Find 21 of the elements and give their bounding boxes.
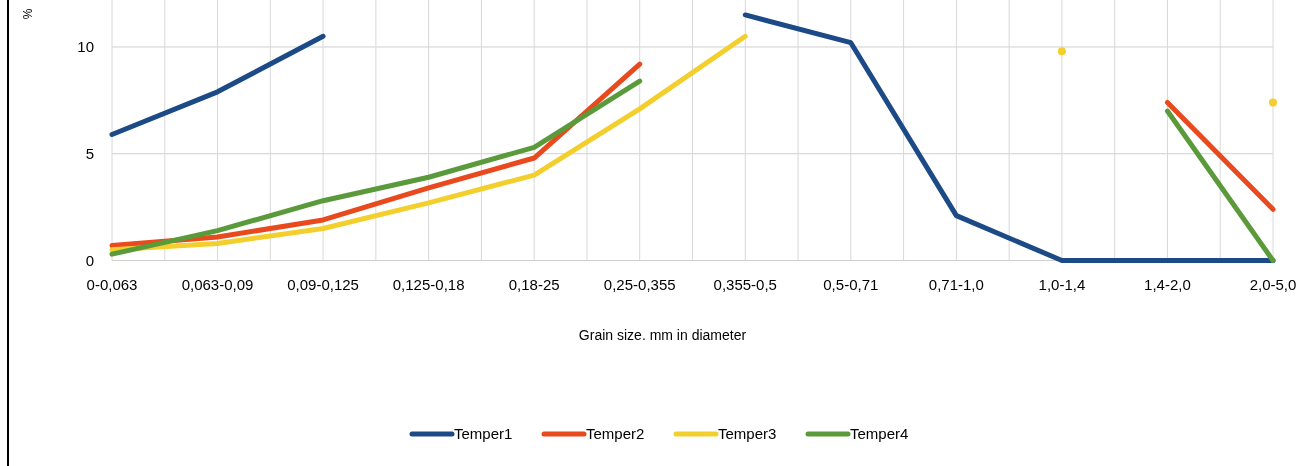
x-tick-label: 0,09-0,125 <box>287 276 359 293</box>
legend-label: Temper2 <box>586 425 645 443</box>
x-tick-label: 2,0-5,0 <box>1249 276 1297 293</box>
x-tick-label: 0,18-25 <box>508 276 560 293</box>
y-tick-label: 5 <box>85 144 94 162</box>
y-tick-label: 10 <box>77 38 94 56</box>
x-tick-label: 0,25-0,355 <box>603 276 676 293</box>
x-axis-title: Grain size. mm in diameter <box>578 327 747 343</box>
legend-label: Temper1 <box>454 425 513 443</box>
x-tick-label: 0,355-0,5 <box>713 276 777 293</box>
legend-label: Temper4 <box>850 425 909 443</box>
legend-label: Temper3 <box>718 425 777 443</box>
x-tick-label: 0,5-0,71 <box>823 276 879 293</box>
x-tick-label: 0,125-0,18 <box>392 276 465 293</box>
y-axis-title: % <box>21 8 35 20</box>
x-tick-label: 0,71-1,0 <box>928 276 984 293</box>
x-tick-label: 0-0,063 <box>86 276 138 293</box>
x-tick-label: 1,0-1,4 <box>1038 276 1086 293</box>
y-tick-label: 0 <box>85 251 94 269</box>
x-tick-label: 1,4-2,0 <box>1144 276 1191 293</box>
x-tick-label: 0,063-0,09 <box>181 276 254 293</box>
